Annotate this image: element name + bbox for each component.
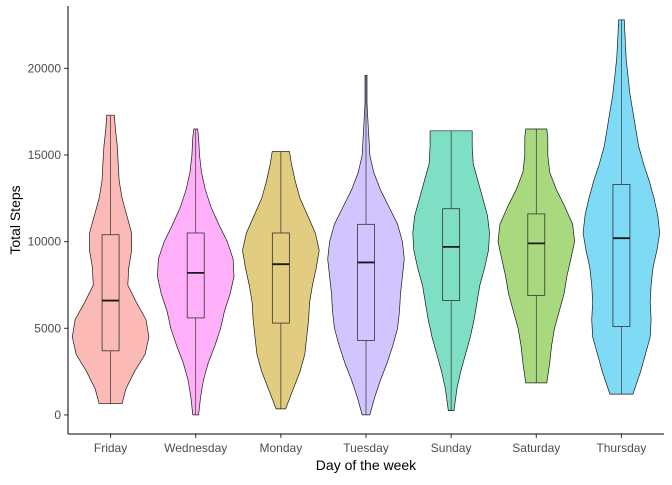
x-tick-label: Sunday	[431, 441, 472, 455]
x-tick-label: Monday	[260, 441, 303, 455]
x-tick-label: Thursday	[596, 441, 646, 455]
x-axis-ticks: Friday Wednesday Monday Tuesday Sunday Saturd…	[94, 434, 646, 455]
y-axis-title: Total Steps	[7, 185, 23, 254]
x-tick-label: Tuesday	[343, 441, 389, 455]
x-tick-label: Friday	[94, 441, 127, 455]
box-friday	[101, 234, 120, 352]
y-tick-label: 5000	[34, 321, 61, 335]
y-axis-ticks: 0 5000 10000 15000 20000	[28, 61, 68, 422]
x-tick-label: Wednesday	[164, 441, 227, 455]
violin-tuesday	[327, 74, 405, 416]
box-wednesday	[186, 232, 205, 319]
box-monday	[271, 232, 290, 324]
violin-monday	[242, 151, 320, 410]
violin-wednesday	[157, 128, 235, 416]
box-tuesday	[357, 223, 375, 341]
box-saturday	[527, 213, 546, 296]
violin-friday	[71, 114, 150, 405]
y-tick-label: 10000	[28, 235, 62, 249]
y-tick-label: 0	[54, 408, 61, 422]
x-tick-label: Saturday	[512, 441, 560, 455]
box-thursday	[612, 184, 631, 327]
y-tick-label: 15000	[28, 148, 62, 162]
violin-saturday	[497, 128, 575, 384]
violin-thursday	[582, 19, 661, 395]
x-axis-title: Day of the week	[316, 457, 417, 473]
violin-sunday	[412, 130, 490, 411]
y-tick-label: 20000	[28, 61, 62, 75]
violins-layer	[71, 19, 661, 416]
box-sunday	[442, 208, 461, 301]
